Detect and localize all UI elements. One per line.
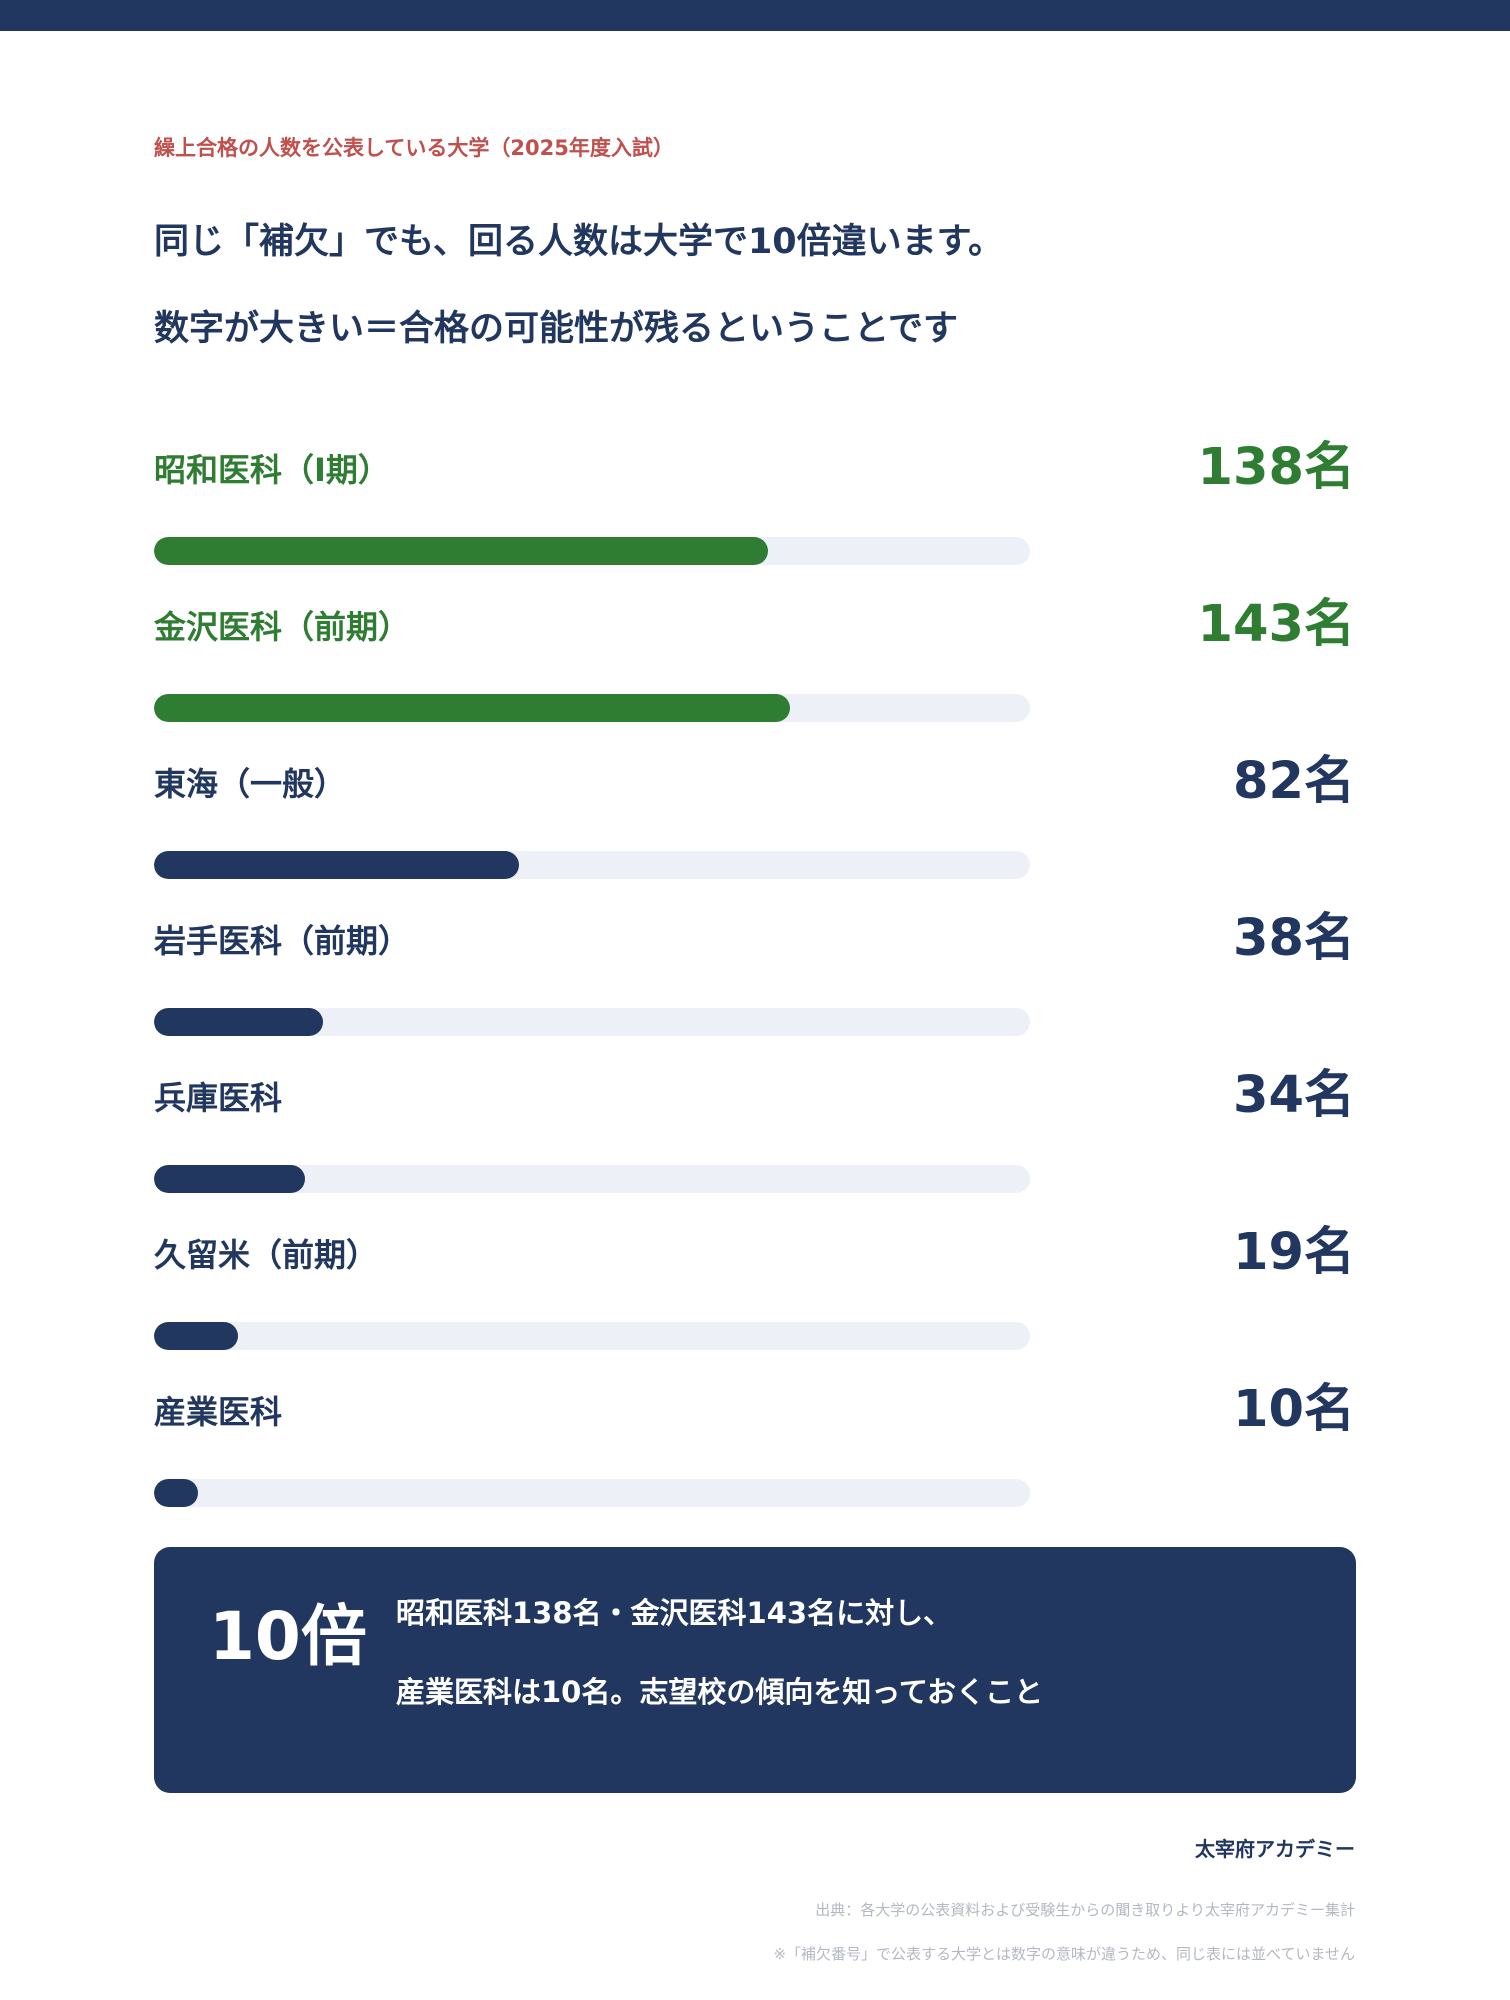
bar-row: 金沢医科（前期） 143名 <box>0 595 1510 759</box>
bar-category-label: 兵庫医科 <box>154 1079 283 1117</box>
source-note: 出典：各大学の公表資料および受験生からの聞き取りより太宰府アカデミー集計 <box>815 1901 1355 1919</box>
bar-value-label: 82名 <box>1233 752 1355 811</box>
bar-track <box>154 1479 1030 1507</box>
bar-category-label: 金沢医科（前期） <box>154 608 411 646</box>
caveat-note: ※「補欠番号」で公表する大学とは数字の意味が違うため、同じ表には並べていません <box>773 1945 1355 1963</box>
bar-row: 産業医科 10名 <box>0 1380 1510 1544</box>
top-accent-bar <box>0 0 1510 31</box>
bar-value-label: 143名 <box>1197 595 1355 654</box>
bar-category-label: 東海（一般） <box>154 765 347 803</box>
bar-fill <box>154 694 790 722</box>
bar-track <box>154 1165 1030 1193</box>
bar-row: 兵庫医科 34名 <box>0 1066 1510 1230</box>
bar-row: 久留米（前期） 19名 <box>0 1223 1510 1387</box>
callout-line-1: 昭和医科138名・金沢医科143名に対し、 <box>396 1596 953 1630</box>
bar-row: 東海（一般） 82名 <box>0 752 1510 916</box>
bar-track <box>154 1008 1030 1036</box>
bar-fill <box>154 1479 198 1507</box>
headline-line-1: 同じ「補欠」でも、回る人数は大学で10倍違います。 <box>154 222 1004 262</box>
callout-ratio: 10倍 <box>209 1598 367 1675</box>
bar-fill <box>154 1008 323 1036</box>
callout-line-2: 産業医科は10名。志望校の傾向を知っておくこと <box>396 1675 1044 1709</box>
bar-fill <box>154 851 519 879</box>
bar-track <box>154 537 1030 565</box>
bar-value-label: 38名 <box>1233 909 1355 968</box>
bar-category-label: 久留米（前期） <box>154 1236 379 1274</box>
callout-box: 10倍 昭和医科138名・金沢医科143名に対し、 産業医科は10名。志望校の傾… <box>154 1547 1356 1793</box>
bar-row: 昭和医科（Ⅰ期） 138名 <box>0 438 1510 602</box>
bar-category-label: 昭和医科（Ⅰ期） <box>154 451 390 489</box>
bar-value-label: 19名 <box>1233 1223 1355 1282</box>
bar-fill <box>154 537 768 565</box>
bar-fill <box>154 1322 238 1350</box>
bar-track <box>154 694 1030 722</box>
bar-track <box>154 1322 1030 1350</box>
headline-line-2: 数字が大きい＝合格の可能性が残るということです <box>154 309 958 349</box>
bar-track <box>154 851 1030 879</box>
bar-row: 岩手医科（前期） 38名 <box>0 909 1510 1073</box>
bar-value-label: 138名 <box>1197 438 1355 497</box>
bar-category-label: 産業医科 <box>154 1393 283 1431</box>
eyebrow-label: 繰上合格の人数を公表している大学（2025年度入試） <box>154 136 674 160</box>
bar-fill <box>154 1165 305 1193</box>
bar-category-label: 岩手医科（前期） <box>154 922 411 960</box>
brand-name: 太宰府アカデミー <box>1195 1837 1355 1861</box>
bar-value-label: 34名 <box>1233 1066 1355 1125</box>
bar-value-label: 10名 <box>1233 1380 1355 1439</box>
